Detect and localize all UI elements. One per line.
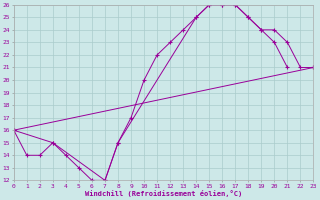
X-axis label: Windchill (Refroidissement éolien,°C): Windchill (Refroidissement éolien,°C) xyxy=(85,190,242,197)
